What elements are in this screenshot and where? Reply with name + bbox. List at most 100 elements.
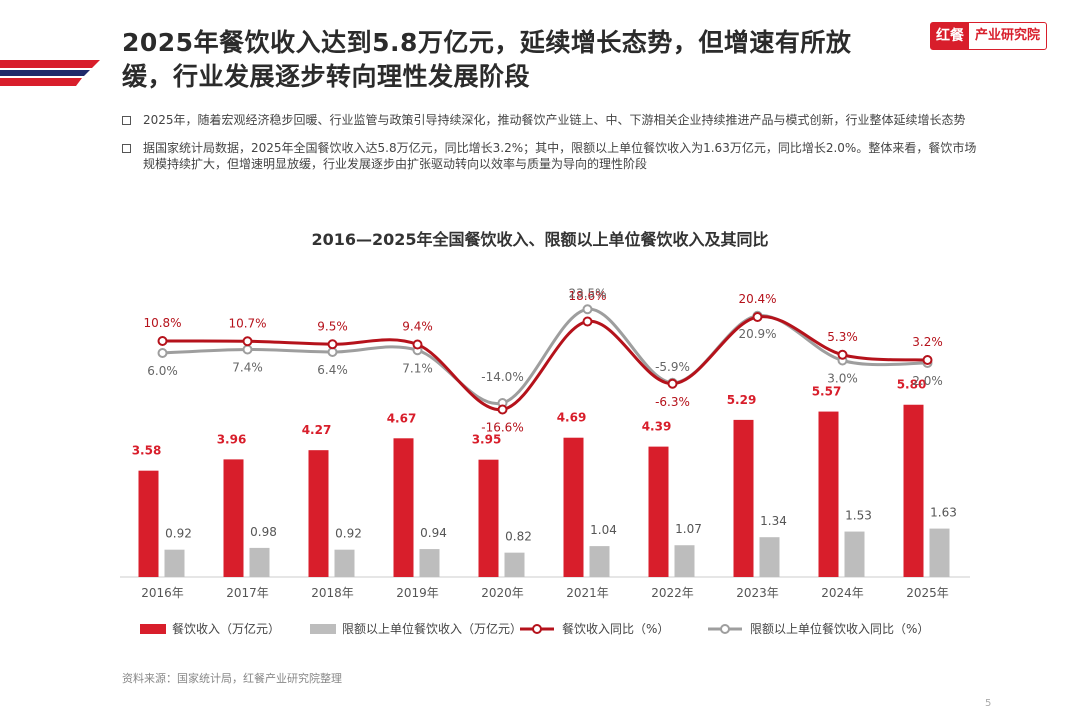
decorative-stripes [0, 60, 100, 86]
bar-label-restaurant-revenue: 3.58 [132, 444, 162, 458]
x-tick-label: 2025年 [906, 586, 949, 600]
legend-above-quota-yoy-label: 限额以上单位餐饮收入同比（%） [750, 621, 929, 636]
line-label-above-quota-yoy: 6.0% [147, 364, 178, 378]
point-restaurant-yoy [582, 316, 593, 327]
line-label-above-quota-yoy: -5.9% [655, 360, 690, 374]
page-number: 5 [985, 698, 992, 709]
bar-above-quota-revenue [164, 549, 185, 577]
bar-label-restaurant-revenue: 4.67 [387, 411, 417, 425]
bar-label-above-quota-revenue: 1.63 [930, 506, 957, 520]
chart-container: 2016—2025年全国餐饮收入、限额以上单位餐饮收入及其同比 3.58 0.92 2… [0, 225, 1080, 655]
line-label-above-quota-yoy: 3.0% [827, 372, 858, 386]
x-tick-label: 2023年 [736, 586, 779, 600]
bar-label-above-quota-revenue: 1.53 [845, 509, 872, 523]
x-tick-label: 2019年 [396, 586, 439, 600]
bar-above-quota-revenue [504, 552, 525, 577]
line-label-restaurant-yoy: 20.4% [738, 292, 776, 306]
bar-label-restaurant-revenue: 4.69 [557, 411, 587, 425]
bar-above-quota-revenue [419, 549, 440, 577]
bar-above-quota-revenue [674, 545, 695, 577]
bar-label-restaurant-revenue: 3.95 [472, 433, 502, 447]
bar-label-restaurant-revenue: 5.57 [812, 385, 842, 399]
brand-logo: 红餐 产业研究院 [930, 22, 1048, 50]
x-tick-label: 2017年 [226, 586, 269, 600]
point-above-quota-yoy [242, 344, 253, 355]
legend-restaurant-revenue-label: 餐饮收入（万亿元） [172, 621, 280, 636]
bar-label-above-quota-revenue: 0.92 [165, 527, 192, 541]
point-restaurant-yoy [752, 312, 763, 322]
point-restaurant-yoy [667, 378, 678, 389]
line-label-restaurant-yoy: 9.4% [402, 320, 433, 334]
line-label-above-quota-yoy: 23.5% [568, 286, 606, 300]
line-label-above-quota-yoy: 7.4% [232, 361, 263, 375]
bar-restaurant-revenue [818, 411, 839, 577]
bar-label-above-quota-revenue: 0.98 [250, 525, 277, 539]
line-restaurant-yoy [162, 315, 928, 412]
bar-label-restaurant-revenue: 4.39 [642, 420, 672, 434]
logo-text: 产业研究院 [975, 28, 1041, 43]
bar-restaurant-revenue [478, 459, 499, 577]
line-label-restaurant-yoy: -6.3% [655, 395, 690, 409]
bar-label-restaurant-revenue: 4.27 [302, 423, 332, 437]
bullet-item: 据国家统计局数据，2025年全国餐饮收入达5.8万亿元，同比增长3.2%；其中，… [122, 140, 982, 172]
bar-label-above-quota-revenue: 1.34 [760, 514, 787, 528]
bar-above-quota-revenue [589, 546, 610, 577]
bar-label-above-quota-revenue: 0.82 [505, 530, 532, 544]
bullet-square-icon [122, 144, 131, 153]
x-tick-label: 2020年 [481, 586, 524, 600]
chart-title: 2016—2025年全国餐饮收入、限额以上单位餐饮收入及其同比 [311, 230, 768, 249]
bar-label-above-quota-revenue: 1.04 [590, 523, 617, 537]
point-above-quota-yoy [157, 348, 168, 358]
bar-label-restaurant-revenue: 3.96 [217, 432, 247, 446]
x-tick-label: 2018年 [311, 586, 354, 600]
bar-restaurant-revenue [308, 450, 329, 577]
line-label-above-quota-yoy: 2.0% [912, 374, 943, 388]
legend-above-quota-revenue-label: 限额以上单位餐饮收入（万亿元） [342, 621, 522, 636]
point-restaurant-yoy [412, 339, 423, 350]
bar-restaurant-revenue [138, 470, 159, 577]
bar-restaurant-revenue [903, 404, 924, 577]
line-label-restaurant-yoy: 5.3% [827, 330, 858, 344]
bullet-square-icon [122, 116, 131, 125]
bar-label-restaurant-revenue: 5.29 [727, 393, 757, 407]
bar-label-above-quota-revenue: 0.94 [420, 526, 447, 540]
line-label-restaurant-yoy: 3.2% [912, 335, 943, 349]
bar-above-quota-revenue [334, 549, 355, 577]
point-restaurant-yoy [497, 404, 508, 415]
legend-restaurant-yoy-label: 餐饮收入同比（%） [562, 621, 669, 636]
bar-restaurant-revenue [223, 459, 244, 577]
line-label-restaurant-yoy: -16.6% [481, 421, 523, 435]
bar-restaurant-revenue [393, 438, 414, 577]
point-restaurant-yoy [837, 349, 848, 360]
source-note: 资料来源：国家统计局，红餐产业研究院整理 [122, 672, 342, 685]
line-label-restaurant-yoy: 18.6% [568, 289, 606, 303]
point-restaurant-yoy [327, 339, 338, 350]
line-label-above-quota-yoy: 20.9% [738, 327, 776, 341]
page-title: 2025年餐饮收入达到5.8万亿元，延续增长态势，但增速有所放 缓，行业发展逐步… [122, 26, 922, 94]
bar-above-quota-revenue [249, 547, 270, 577]
line-label-restaurant-yoy: 9.5% [317, 319, 348, 333]
bar-above-quota-revenue [844, 531, 865, 577]
line-label-restaurant-yoy: 10.8% [143, 316, 181, 330]
legend-above-quota-yoy-swatch-marker [720, 624, 730, 634]
point-restaurant-yoy [157, 336, 168, 346]
x-tick-label: 2022年 [651, 586, 694, 600]
line-label-above-quota-yoy: -14.0% [481, 370, 523, 384]
x-tick-label: 2016年 [141, 586, 184, 600]
combo-chart: 2016—2025年全国餐饮收入、限额以上单位餐饮收入及其同比 3.58 0.92 2… [120, 230, 970, 636]
bar-restaurant-revenue [563, 437, 584, 577]
title-line-1: 2025年餐饮收入达到5.8万亿元，延续增长态势，但增速有所放 [122, 28, 852, 57]
point-restaurant-yoy [922, 355, 933, 365]
line-label-above-quota-yoy: 7.1% [402, 361, 433, 375]
legend-above-quota-revenue-swatch [310, 624, 336, 634]
bar-restaurant-revenue [733, 419, 754, 577]
bullet-list: 2025年，随着宏观经济稳步回暖、行业监管与政策引导持续深化，推动餐饮产业链上、… [122, 112, 982, 184]
bullet-text: 据国家统计局数据，2025年全国餐饮收入达5.8万亿元，同比增长3.2%；其中，… [143, 141, 977, 171]
x-tick-label: 2024年 [821, 586, 864, 600]
bar-label-above-quota-revenue: 0.92 [335, 527, 362, 541]
bar-restaurant-revenue [648, 446, 669, 577]
point-restaurant-yoy [242, 336, 253, 347]
title-line-2: 缓，行业发展逐步转向理性发展阶段 [122, 62, 531, 91]
bar-label-restaurant-revenue: 5.80 [897, 378, 927, 392]
line-label-above-quota-yoy: 6.4% [317, 363, 348, 377]
